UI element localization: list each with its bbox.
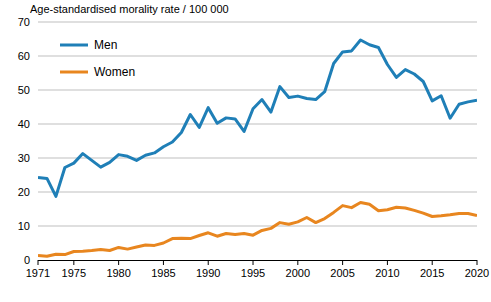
- grid-line: [38, 22, 477, 23]
- legend-label: Men: [94, 38, 117, 52]
- grid-line: [38, 124, 477, 125]
- x-tick: [477, 260, 478, 265]
- y-tick-label: 10: [18, 220, 30, 232]
- grid-line: [38, 56, 477, 57]
- x-tick: [118, 260, 119, 265]
- grid-line: [38, 192, 477, 193]
- y-tick-label: 50: [18, 84, 30, 96]
- x-tick-label: 1975: [62, 267, 86, 279]
- grid-line: [38, 226, 477, 227]
- x-tick-label: 2020: [465, 267, 489, 279]
- y-tick-label: 70: [18, 16, 30, 28]
- x-axis: [38, 260, 477, 261]
- legend-label: Women: [94, 65, 135, 79]
- y-tick-label: 40: [18, 118, 30, 130]
- legend-swatch: [60, 71, 88, 74]
- grid-line: [38, 158, 477, 159]
- x-tick-label: 1990: [196, 267, 220, 279]
- x-tick-label: 1985: [151, 267, 175, 279]
- x-tick-label: 2005: [330, 267, 354, 279]
- chart: Age-standardised morality rate / 100 000…: [0, 0, 491, 302]
- legend-swatch: [60, 44, 88, 47]
- x-tick: [297, 260, 298, 265]
- grid-line: [38, 90, 477, 91]
- x-tick-label: 2000: [286, 267, 310, 279]
- plot-area: [38, 40, 477, 256]
- series-line: [38, 40, 477, 196]
- x-tick: [73, 260, 74, 265]
- series-line: [38, 203, 477, 257]
- x-tick: [38, 260, 39, 265]
- x-tick-label: 2015: [420, 267, 444, 279]
- y-tick-label: 0: [24, 254, 30, 266]
- y-tick-label: 20: [18, 186, 30, 198]
- x-tick-label: 1980: [106, 267, 130, 279]
- y-tick-label: 60: [18, 50, 30, 62]
- y-tick-label: 30: [18, 152, 30, 164]
- x-tick: [342, 260, 343, 265]
- y-label: Age-standardised morality rate / 100 000: [30, 3, 229, 15]
- x-tick: [208, 260, 209, 265]
- x-tick: [387, 260, 388, 265]
- x-tick: [432, 260, 433, 265]
- x-tick: [163, 260, 164, 265]
- x-tick-label: 2010: [375, 267, 399, 279]
- x-tick-label: 1995: [241, 267, 265, 279]
- x-tick-label: 1971: [26, 267, 50, 279]
- x-tick: [253, 260, 254, 265]
